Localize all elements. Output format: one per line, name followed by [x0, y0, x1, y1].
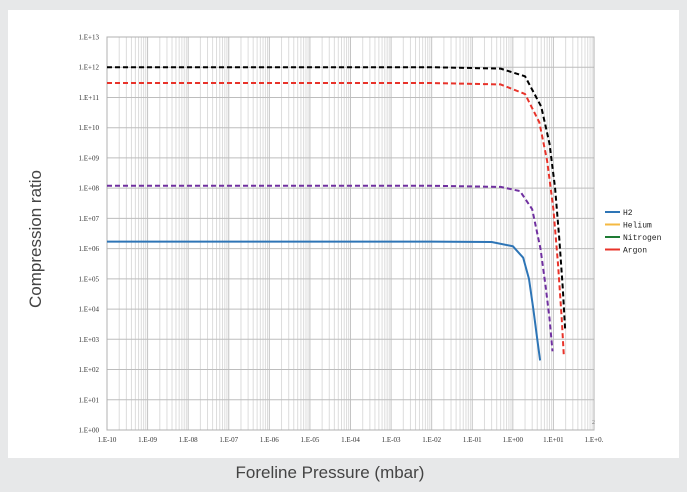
y-tick-label: 1.E+05 [79, 275, 100, 283]
y-tick-label: 1.E+13 [79, 34, 100, 42]
x-tick-label: 1.E-09 [138, 436, 157, 444]
x-tick-label: 1.E-02 [422, 436, 441, 444]
plot-frame [106, 36, 595, 431]
series-lines [107, 66, 567, 361]
y-tick-label: 1.E+06 [79, 245, 100, 253]
y-tick-label: 1.E+08 [79, 185, 100, 193]
y-tick-label: 1.E+01 [79, 396, 100, 404]
x-tick-label: 1.E-08 [179, 436, 198, 444]
x-tick-labels: 1.E-10 1.E-09 1.E-08 1.E-07 1.E-06 1.E-05 1.E-… [98, 436, 604, 444]
y-tick-label: 1.E+02 [79, 366, 100, 374]
legend-label-argon: Argon [623, 247, 647, 256]
x-tick-label: 1.E+0. [585, 436, 604, 444]
x-tick-label: 1.E-05 [300, 436, 319, 444]
series-line-h2 [107, 240, 542, 361]
legend-label-helium: Helium [623, 222, 652, 231]
grid-lines [106, 36, 595, 431]
y-axis-title: Compression ratio [26, 170, 45, 308]
x-tick-label: 1.E-07 [219, 436, 238, 444]
x-tick-label: 1.E-06 [260, 436, 279, 444]
plot-card [8, 10, 679, 458]
corner-mark: 2 [592, 420, 595, 426]
y-tick-label: 1.E+12 [79, 64, 100, 72]
legend: H2 Helium Nitrogen Argon [605, 209, 662, 256]
x-axis-title: Foreline Pressure (mbar) [236, 463, 425, 482]
legend-label-h2: H2 [623, 209, 633, 218]
y-tick-label: 1.E+03 [79, 336, 100, 344]
series-line-nitrogen [107, 66, 567, 331]
y-tick-label: 1.E+11 [79, 94, 100, 102]
y-tick-label: 1.E+07 [79, 215, 100, 223]
x-tick-label: 1.E-04 [341, 436, 360, 444]
y-tick-label: 1.E+10 [79, 124, 100, 132]
x-tick-label: 1.E+01 [543, 436, 564, 444]
x-tick-label: 1.E-10 [98, 436, 117, 444]
x-tick-label: 1.E+00 [503, 436, 524, 444]
y-tick-label: 1.E+04 [79, 306, 100, 314]
x-tick-label: 1.E-03 [382, 436, 401, 444]
y-tick-labels: 1.E+00 1.E+01 1.E+02 1.E+03 1.E+04 1.E+05 1.E+… [79, 34, 100, 435]
series-line-helium [107, 184, 554, 352]
legend-label-nitrogen: Nitrogen [623, 234, 662, 243]
x-tick-label: 1.E-01 [463, 436, 482, 444]
y-tick-label: 1.E+00 [79, 427, 100, 435]
y-tick-label: 1.E+09 [79, 154, 100, 162]
